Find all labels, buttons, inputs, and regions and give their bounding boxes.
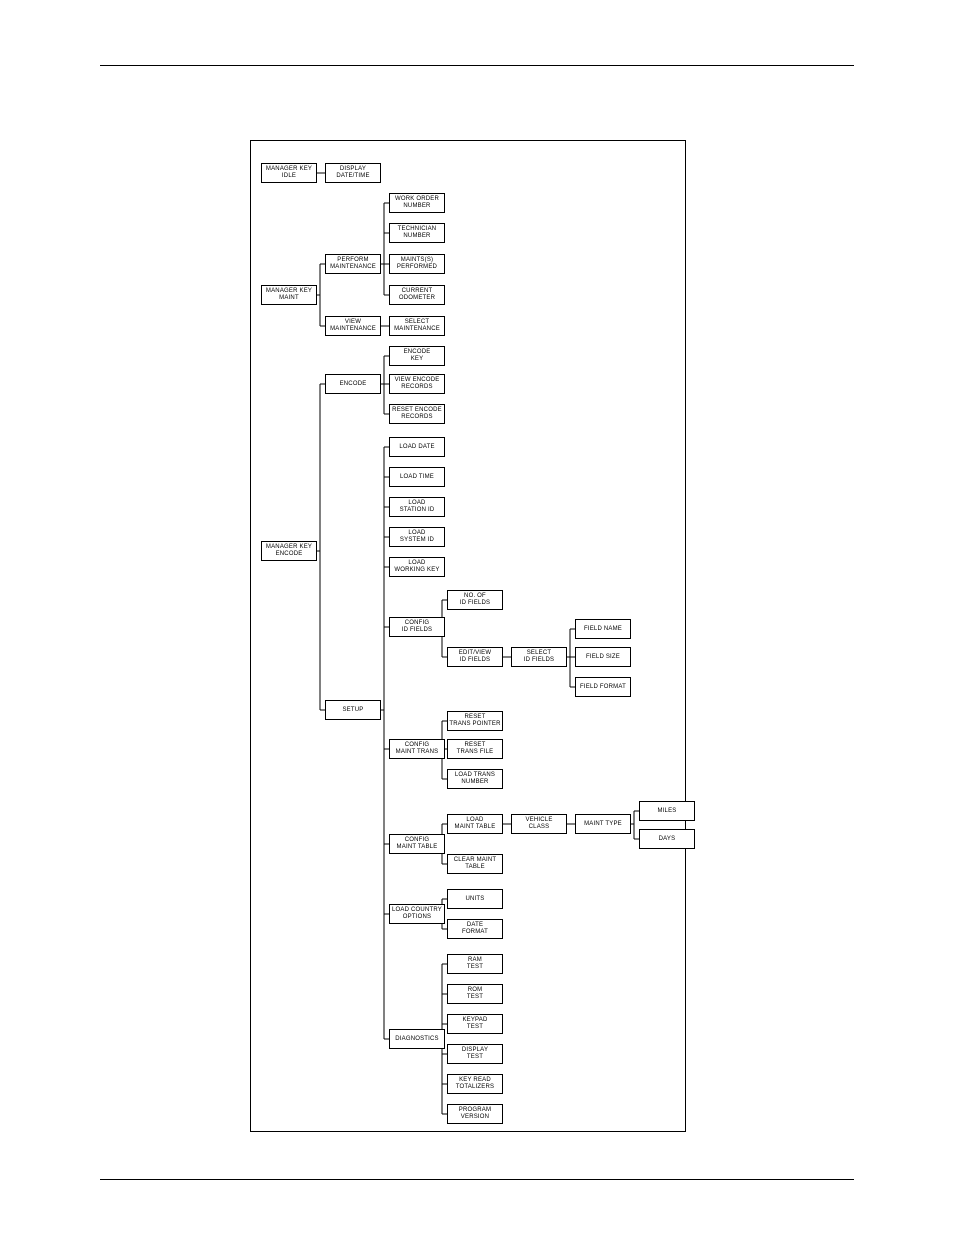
node-clear-mtable: CLEAR MAINTTABLE (447, 854, 503, 874)
node-sel-idf: SELECTID FIELDS (511, 647, 567, 667)
node-load-workkey: LOADWORKING KEY (389, 557, 445, 577)
node-load-time: LOAD TIME (389, 467, 445, 487)
node-rom-test: ROMTEST (447, 984, 503, 1004)
node-edit-view-idf: EDIT/VIEWID FIELDS (447, 647, 503, 667)
node-config-mt: CONFIGMAINT TRANS (389, 739, 445, 759)
node-mgr-encode: MANAGER KEYENCODE (261, 541, 317, 561)
node-field-name: FIELD NAME (575, 619, 631, 639)
node-cur-odo: CURRENTODOMETER (389, 285, 445, 305)
node-keyread-tot: KEY READTOTALIZERS (447, 1074, 503, 1094)
node-load-tn: LOAD TRANSNUMBER (447, 769, 503, 789)
node-prog-ver: PROGRAMVERSION (447, 1104, 503, 1124)
diagram-frame: MANAGER KEYIDLE DISPLAYDATE/TIME MANAGER K… (250, 140, 686, 1132)
node-miles: MILES (639, 801, 695, 821)
node-maint-type: MAINT TYPE (575, 814, 631, 834)
node-days: DAYS (639, 829, 695, 849)
node-reset-tp: RESETTRANS POINTER (447, 711, 503, 731)
node-view-enc-rec: VIEW ENCODERECORDS (389, 374, 445, 394)
node-config-mtable: CONFIGMAINT TABLE (389, 834, 445, 854)
node-mgr-idle: MANAGER KEYIDLE (261, 163, 317, 183)
node-encode-key: ENCODEKEY (389, 346, 445, 366)
node-disp-dt: DISPLAYDATE/TIME (325, 163, 381, 183)
node-field-size: FIELD SIZE (575, 647, 631, 667)
node-view-maint: VIEWMAINTENANCE (325, 316, 381, 336)
node-field-format: FIELD FORMAT (575, 677, 631, 697)
node-keypad-test: KEYPADTEST (447, 1014, 503, 1034)
node-ram-test: RAMTEST (447, 954, 503, 974)
node-setup: SETUP (325, 700, 381, 720)
node-load-country: LOAD COUNTRYOPTIONS (389, 904, 445, 924)
node-work-order: WORK ORDERNUMBER (389, 193, 445, 213)
bottom-rule (100, 1179, 854, 1180)
node-display-test: DISPLAYTEST (447, 1044, 503, 1064)
node-encode: ENCODE (325, 374, 381, 394)
top-rule (100, 65, 854, 66)
node-load-date: LOAD DATE (389, 437, 445, 457)
page: MANAGER KEYIDLE DISPLAYDATE/TIME MANAGER K… (0, 0, 954, 1235)
node-tech-num: TECHNICIANNUMBER (389, 223, 445, 243)
node-load-station: LOADSTATION ID (389, 497, 445, 517)
node-perf-maint: PERFORMMAINTENANCE (325, 254, 381, 274)
node-units: UNITS (447, 889, 503, 909)
node-maints-perf: MAINTS(S)PERFORMED (389, 254, 445, 274)
node-veh-class: VEHICLECLASS (511, 814, 567, 834)
node-config-idf: CONFIGID FIELDS (389, 617, 445, 637)
node-mgr-maint: MANAGER KEYMAINT (261, 285, 317, 305)
node-reset-enc-rec: RESET ENCODERECORDS (389, 404, 445, 424)
node-reset-tf: RESETTRANS FILE (447, 739, 503, 759)
node-date-fmt: DATEFORMAT (447, 919, 503, 939)
node-load-mtable: LOADMAINT TABLE (447, 814, 503, 834)
node-sel-maint: SELECTMAINTENANCE (389, 316, 445, 336)
node-diagnostics: DIAGNOSTICS (389, 1029, 445, 1049)
node-no-idf: NO. OFID FIELDS (447, 590, 503, 610)
node-load-system: LOADSYSTEM ID (389, 527, 445, 547)
